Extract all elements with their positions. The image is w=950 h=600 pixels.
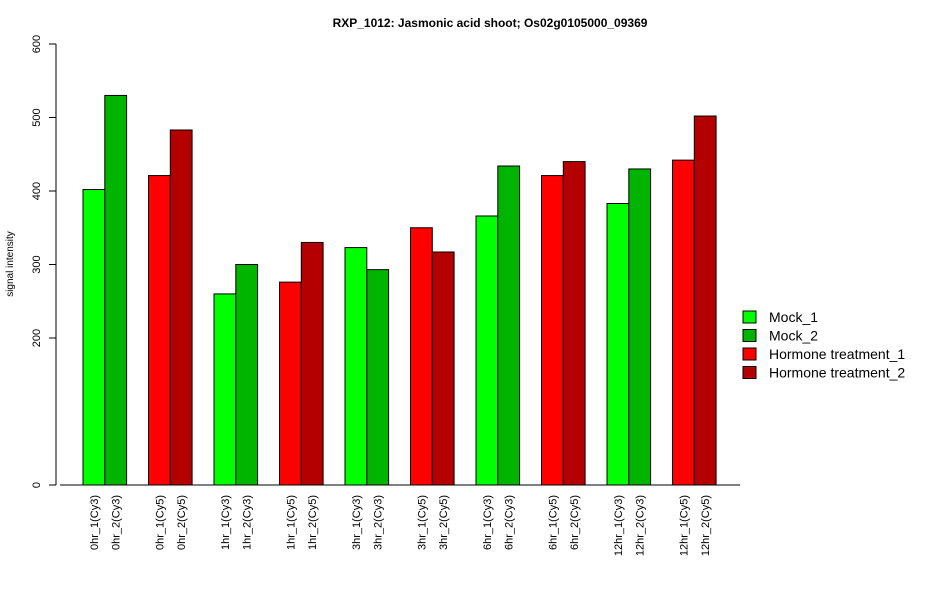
x-tick-label: 12hr_2(Cy5) — [700, 495, 712, 556]
x-tick-label: 6hr_2(Cy5) — [569, 495, 581, 550]
legend-swatch — [742, 329, 757, 342]
x-tick-label: 12hr_2(Cy3) — [635, 495, 647, 556]
bar — [693, 115, 717, 486]
x-tick-label: 1hr_1(Cy3) — [220, 495, 232, 550]
x-tick-label: 1hr_2(Cy5) — [307, 495, 319, 550]
bar — [104, 94, 128, 486]
bar — [562, 161, 586, 486]
y-tick-label: 500 — [31, 108, 43, 126]
y-tick-label: 300 — [31, 255, 43, 273]
bar — [235, 264, 259, 486]
legend-label: Hormone treatment_2 — [769, 365, 905, 381]
bar — [541, 175, 564, 486]
x-tick-label: 0hr_1(Cy5) — [154, 495, 166, 550]
x-tick-label: 6hr_1(Cy3) — [482, 495, 494, 550]
legend-swatch — [742, 347, 757, 361]
bar — [279, 281, 302, 486]
bar — [672, 159, 695, 486]
bar — [169, 129, 193, 486]
x-tick-label: 6hr_1(Cy5) — [547, 495, 559, 550]
bar — [410, 227, 433, 486]
bar — [82, 189, 106, 486]
legend-label: Hormone treatment_1 — [769, 346, 905, 362]
legend-swatch — [742, 310, 757, 324]
bar — [475, 215, 499, 486]
x-tick-label: 3hr_2(Cy3) — [373, 495, 385, 550]
bar — [431, 251, 455, 486]
x-tick-label: 3hr_1(Cy5) — [416, 495, 428, 550]
legend-label: Mock_2 — [769, 328, 818, 344]
chart-title: RXP_1012: Jasmonic acid shoot; Os02g0105… — [333, 16, 648, 30]
bar — [366, 269, 390, 486]
y-tick-label: 600 — [31, 35, 43, 53]
x-tick-label: 1hr_1(Cy5) — [285, 495, 297, 550]
x-tick-label: 12hr_1(Cy5) — [678, 495, 690, 556]
bar — [148, 175, 171, 486]
bar — [606, 202, 630, 486]
x-tick-label: 3hr_1(Cy3) — [351, 495, 363, 550]
legend-swatch — [742, 366, 757, 379]
y-tick-label: 400 — [31, 182, 43, 200]
x-tick-label: 0hr_2(Cy3) — [111, 495, 123, 550]
bar — [497, 165, 521, 486]
legend: Mock_1 Mock_2 Hormone treatment_1 Hormone t… — [742, 309, 905, 381]
bar — [300, 241, 324, 486]
x-tick-label: 1hr_2(Cy3) — [242, 495, 254, 550]
bar — [344, 247, 368, 486]
x-tick-label: 0hr_2(Cy5) — [176, 495, 188, 550]
bar — [213, 293, 237, 486]
x-tick-label: 3hr_2(Cy5) — [438, 495, 450, 550]
bar-series — [82, 94, 717, 486]
y-axis-label: signal intensity — [5, 231, 16, 297]
y-tick-label: 0 — [31, 482, 43, 488]
legend-label: Mock_1 — [769, 309, 818, 325]
bar — [628, 168, 652, 486]
x-tick-label: 0hr_1(Cy3) — [89, 495, 101, 550]
y-tick-label: 200 — [31, 329, 43, 347]
y-axis: 0 200 300 400 500 600 — [31, 35, 57, 488]
x-tick-label: 12hr_1(Cy3) — [613, 495, 625, 556]
x-axis: 0hr_1(Cy3) 0hr_2(Cy3) 0hr_1(Cy5) 0hr_2(Cy5)… — [60, 484, 740, 556]
x-tick-label: 6hr_2(Cy3) — [504, 495, 516, 550]
